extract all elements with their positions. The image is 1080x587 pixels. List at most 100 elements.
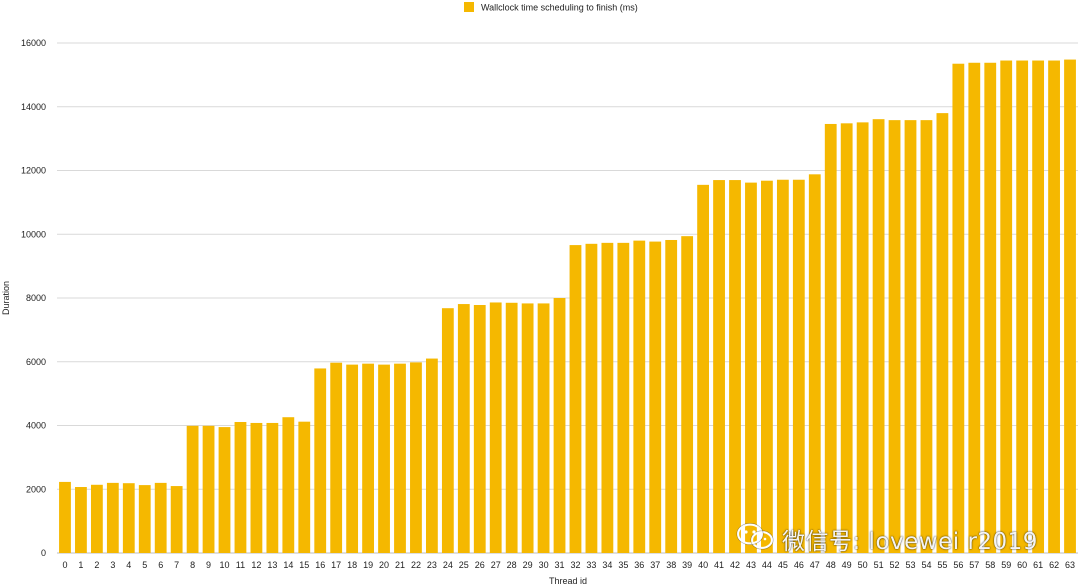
bar-thread-49 bbox=[840, 123, 853, 553]
bar-thread-60 bbox=[1016, 60, 1029, 553]
x-tick-label: 57 bbox=[969, 560, 979, 570]
x-tick-label: 5 bbox=[142, 560, 147, 570]
x-tick-label: 19 bbox=[363, 560, 373, 570]
bar-thread-22 bbox=[410, 362, 422, 553]
bar-thread-36 bbox=[633, 240, 646, 553]
bar-thread-62 bbox=[1048, 60, 1060, 553]
bar-thread-51 bbox=[872, 119, 885, 554]
y-tick-label: 4000 bbox=[26, 421, 46, 431]
x-tick-label: 24 bbox=[443, 560, 453, 570]
bar-thread-43 bbox=[745, 182, 757, 554]
x-tick-label: 18 bbox=[347, 560, 357, 570]
y-tick-label: 14000 bbox=[21, 102, 46, 112]
bar-thread-56 bbox=[952, 63, 965, 553]
bar-thread-14 bbox=[282, 417, 295, 553]
x-tick-label: 32 bbox=[570, 560, 580, 570]
y-tick-label: 0 bbox=[41, 548, 46, 558]
bar-thread-28 bbox=[505, 302, 518, 553]
bar-thread-9 bbox=[202, 425, 215, 553]
bar-thread-0 bbox=[59, 481, 71, 553]
x-tick-label: 2 bbox=[94, 560, 99, 570]
bar-thread-30 bbox=[537, 303, 550, 553]
bar-thread-15 bbox=[298, 421, 311, 553]
bar-thread-32 bbox=[569, 245, 582, 553]
bar-thread-10 bbox=[218, 427, 231, 553]
x-tick-label: 38 bbox=[666, 560, 676, 570]
x-tick-label: 27 bbox=[491, 560, 501, 570]
bar-thread-47 bbox=[808, 174, 821, 553]
x-tick-label: 20 bbox=[379, 560, 389, 570]
x-tick-label: 4 bbox=[126, 560, 131, 570]
x-tick-label: 41 bbox=[714, 560, 724, 570]
bar-thread-13 bbox=[266, 422, 279, 553]
x-tick-label: 55 bbox=[937, 560, 947, 570]
x-tick-label: 37 bbox=[650, 560, 660, 570]
x-tick-label: 7 bbox=[174, 560, 179, 570]
bar-thread-53 bbox=[904, 120, 917, 553]
bar-thread-19 bbox=[362, 363, 374, 553]
x-tick-label: 17 bbox=[331, 560, 341, 570]
x-tick-label: 51 bbox=[874, 560, 884, 570]
x-tick-label: 50 bbox=[858, 560, 868, 570]
x-tick-label: 10 bbox=[220, 560, 230, 570]
bar-thread-5 bbox=[138, 485, 151, 553]
bar-thread-55 bbox=[936, 113, 949, 553]
watermark-text: 微信号: lovewei r2019 bbox=[782, 529, 1038, 555]
y-tick-label: 16000 bbox=[21, 38, 46, 48]
x-tick-label: 1 bbox=[78, 560, 83, 570]
bar-thread-33 bbox=[585, 243, 598, 553]
bar-thread-45 bbox=[776, 179, 789, 553]
legend-swatch bbox=[464, 2, 474, 12]
bar-thread-25 bbox=[457, 304, 470, 553]
x-tick-label: 59 bbox=[1001, 560, 1011, 570]
bar-thread-31 bbox=[553, 298, 566, 553]
y-tick-label: 8000 bbox=[26, 293, 46, 303]
x-tick-label: 31 bbox=[555, 560, 565, 570]
bar-thread-6 bbox=[154, 482, 167, 553]
x-tick-label: 53 bbox=[905, 560, 915, 570]
bar-thread-23 bbox=[425, 358, 438, 553]
x-tick-label: 15 bbox=[299, 560, 309, 570]
y-tick-label: 6000 bbox=[26, 357, 46, 367]
x-tick-label: 52 bbox=[890, 560, 900, 570]
x-tick-label: 47 bbox=[810, 560, 820, 570]
x-tick-label: 60 bbox=[1017, 560, 1027, 570]
bar-thread-1 bbox=[75, 487, 87, 553]
x-tick-label: 9 bbox=[206, 560, 211, 570]
bar-thread-17 bbox=[330, 362, 343, 553]
bar-thread-52 bbox=[888, 120, 901, 553]
watermark: 微信号: lovewei r2019 bbox=[736, 522, 1038, 556]
x-tick-label: 43 bbox=[746, 560, 756, 570]
x-tick-label: 16 bbox=[315, 560, 325, 570]
bar-thread-63 bbox=[1064, 59, 1076, 553]
bar-thread-34 bbox=[601, 242, 614, 553]
x-tick-label: 36 bbox=[634, 560, 644, 570]
x-tick-label: 29 bbox=[523, 560, 533, 570]
bar-thread-39 bbox=[681, 236, 694, 553]
x-tick-label: 11 bbox=[236, 560, 245, 570]
x-tick-label: 26 bbox=[475, 560, 485, 570]
x-tick-label: 63 bbox=[1065, 560, 1075, 570]
bar-thread-57 bbox=[968, 62, 981, 553]
bar-thread-46 bbox=[792, 179, 805, 553]
x-tick-label: 12 bbox=[251, 560, 261, 570]
x-tick-label: 14 bbox=[283, 560, 293, 570]
x-tick-label: 48 bbox=[826, 560, 836, 570]
x-tick-label: 46 bbox=[794, 560, 804, 570]
bar-thread-24 bbox=[441, 308, 454, 553]
y-axis-title: Duration bbox=[1, 281, 11, 315]
x-tick-label: 22 bbox=[411, 560, 421, 570]
x-tick-label: 61 bbox=[1033, 560, 1043, 570]
bar-thread-20 bbox=[378, 364, 390, 553]
bar-thread-27 bbox=[489, 302, 502, 553]
x-tick-label: 23 bbox=[427, 560, 437, 570]
bar-thread-42 bbox=[729, 180, 741, 553]
bar-thread-7 bbox=[170, 486, 183, 553]
bar-thread-4 bbox=[122, 483, 135, 553]
x-tick-label: 45 bbox=[778, 560, 788, 570]
x-tick-label: 42 bbox=[730, 560, 740, 570]
bar-thread-38 bbox=[665, 239, 678, 554]
x-tick-label: 62 bbox=[1049, 560, 1059, 570]
x-tick-label: 25 bbox=[459, 560, 469, 570]
